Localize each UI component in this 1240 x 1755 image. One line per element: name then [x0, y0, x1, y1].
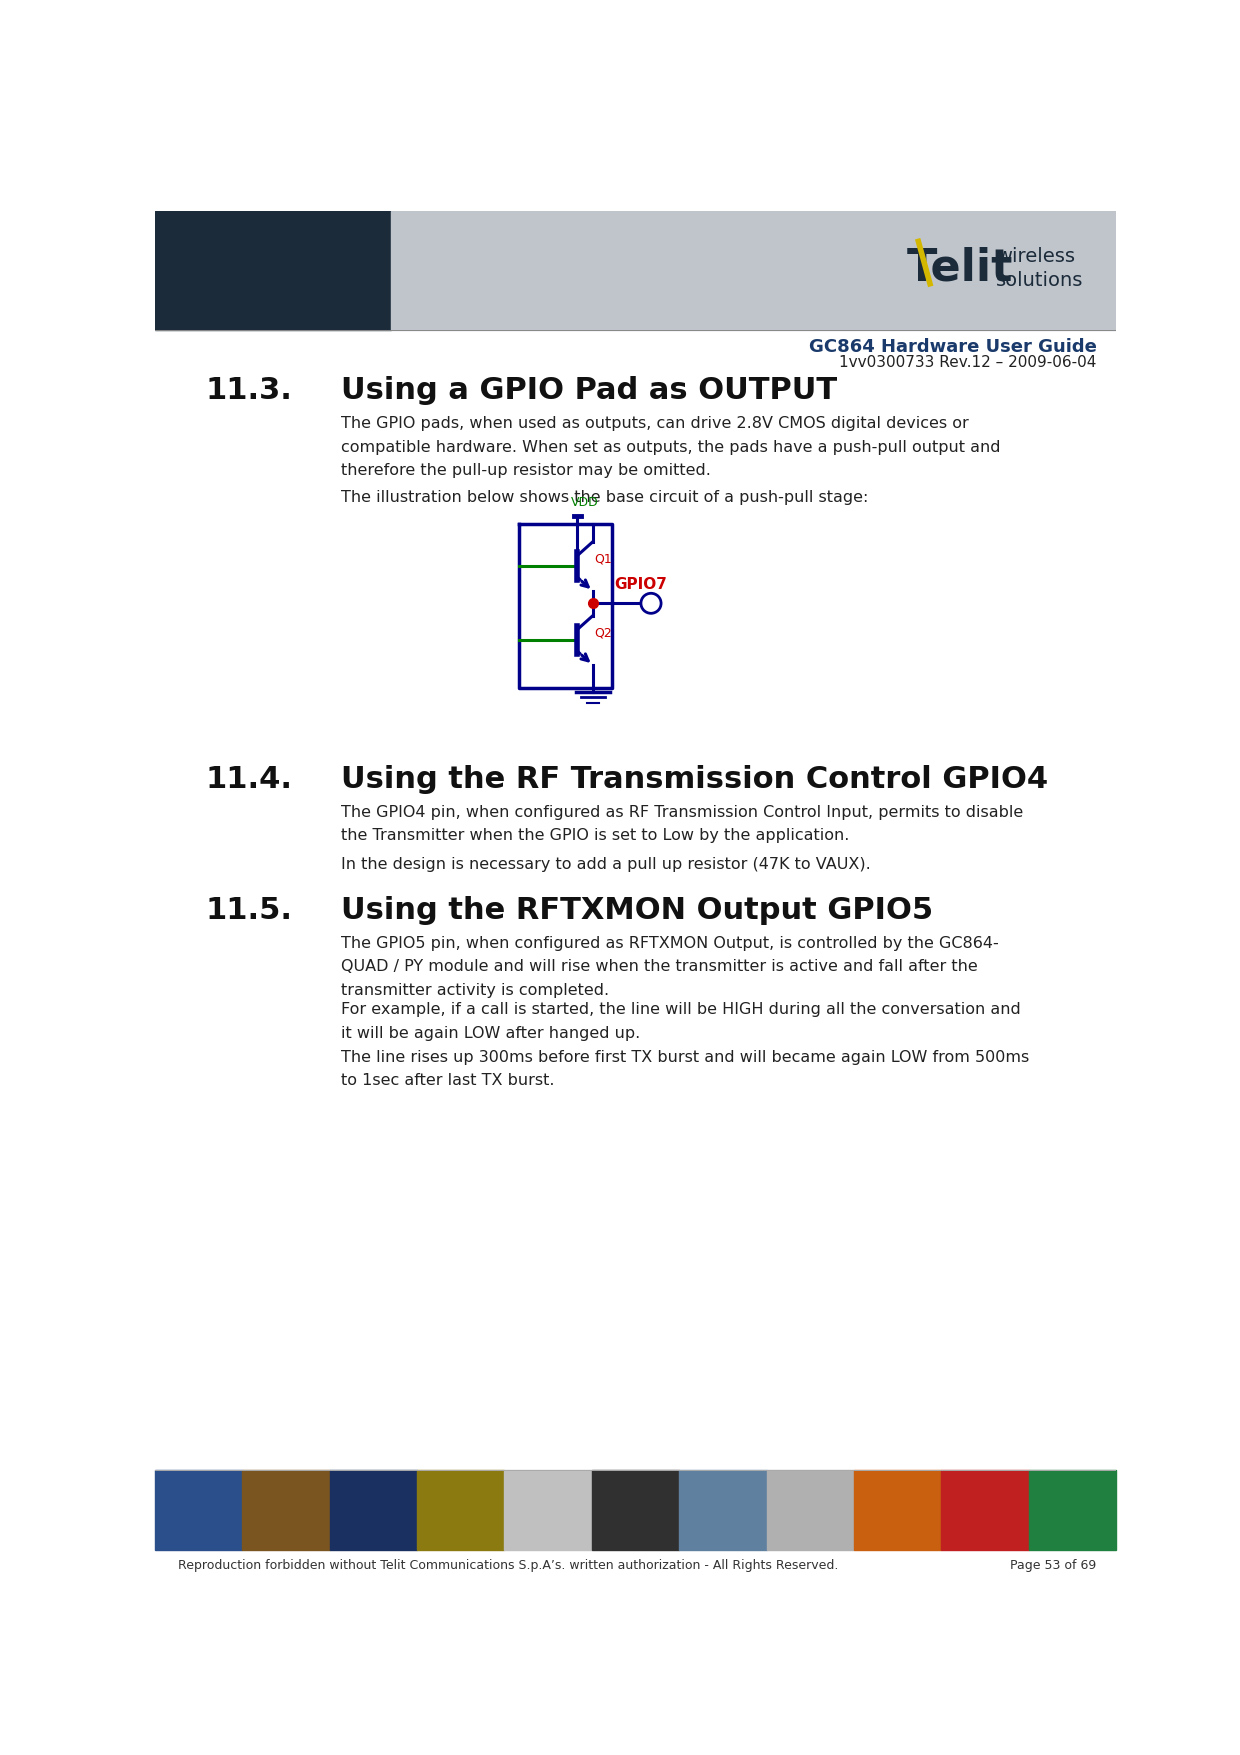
Text: 1vv0300733 Rev.12 – 2009-06-04: 1vv0300733 Rev.12 – 2009-06-04: [839, 355, 1096, 370]
Text: 11.4.: 11.4.: [206, 765, 293, 793]
Bar: [417, 1469, 505, 1550]
Bar: [505, 1469, 591, 1550]
Text: Using the RF Transmission Control GPIO4: Using the RF Transmission Control GPIO4: [341, 765, 1048, 793]
Text: Q2: Q2: [594, 627, 613, 639]
Bar: [766, 1469, 854, 1550]
Bar: [680, 1469, 766, 1550]
Text: VDD: VDD: [572, 497, 599, 509]
Bar: [392, 211, 1116, 330]
Bar: [854, 1469, 941, 1550]
Text: Telit: Telit: [906, 247, 1013, 290]
Text: GPIO7: GPIO7: [615, 577, 667, 591]
Bar: [330, 1469, 417, 1550]
Text: Reproduction forbidden without Telit Communications S.p.A’s. written authorizati: Reproduction forbidden without Telit Com…: [179, 1558, 838, 1572]
Bar: [155, 211, 392, 330]
Bar: [941, 1469, 1029, 1550]
Text: The GPIO4 pin, when configured as RF Transmission Control Input, permits to disa: The GPIO4 pin, when configured as RF Tra…: [341, 806, 1023, 844]
Text: 11.5.: 11.5.: [206, 895, 293, 925]
Bar: [242, 1469, 330, 1550]
Text: The line rises up 300ms before first TX burst and will became again LOW from 500: The line rises up 300ms before first TX …: [341, 1049, 1029, 1088]
Text: Using a GPIO Pad as OUTPUT: Using a GPIO Pad as OUTPUT: [341, 376, 837, 405]
Bar: [155, 1469, 242, 1550]
Text: For example, if a call is started, the line will be HIGH during all the conversa: For example, if a call is started, the l…: [341, 1002, 1021, 1041]
Text: The illustration below shows the base circuit of a push-pull stage:: The illustration below shows the base ci…: [341, 490, 868, 505]
Text: In the design is necessary to add a pull up resistor (47K to VAUX).: In the design is necessary to add a pull…: [341, 858, 870, 872]
Text: Page 53 of 69: Page 53 of 69: [1011, 1558, 1096, 1572]
Circle shape: [641, 593, 661, 612]
Text: The GPIO5 pin, when configured as RFTXMON Output, is controlled by the GC864-
QU: The GPIO5 pin, when configured as RFTXMO…: [341, 935, 998, 999]
Text: The GPIO pads, when used as outputs, can drive 2.8V CMOS digital devices or
comp: The GPIO pads, when used as outputs, can…: [341, 416, 1001, 477]
Text: Using the RFTXMON Output GPIO5: Using the RFTXMON Output GPIO5: [341, 895, 934, 925]
Bar: [591, 1469, 680, 1550]
Text: Q1: Q1: [594, 553, 613, 565]
Text: wireless
solutions: wireless solutions: [996, 247, 1084, 290]
Text: 11.3.: 11.3.: [206, 376, 293, 405]
Bar: [1029, 1469, 1116, 1550]
Text: GC864 Hardware User Guide: GC864 Hardware User Guide: [808, 339, 1096, 356]
